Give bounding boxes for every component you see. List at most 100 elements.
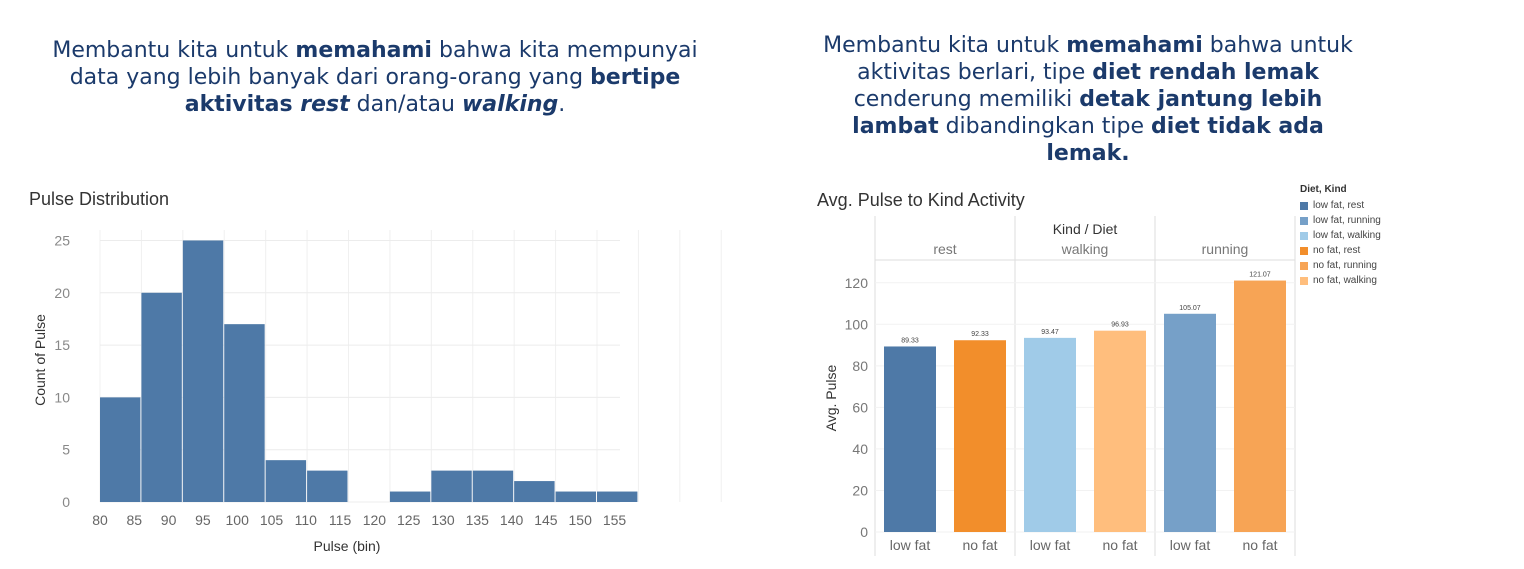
bar-chart-title: Avg. Pulse to Kind Activity	[817, 190, 1025, 210]
y-tick-label: 20	[852, 482, 868, 498]
legend-swatch	[1300, 231, 1308, 240]
legend-item[interactable]: low fat, rest	[1300, 198, 1381, 213]
caption-segment: bahwa kita mempunyai data yang lebih ban…	[69, 38, 698, 90]
histogram-bar	[100, 397, 141, 502]
histogram-bar	[555, 491, 596, 502]
y-tick-label: 120	[845, 275, 869, 291]
x-tick-label: 80	[92, 512, 108, 528]
caption-segment: rest	[300, 92, 350, 117]
caption-segment: memahami	[295, 38, 432, 63]
caption-segment: Membantu kita untuk	[823, 33, 1067, 58]
x-tick-label: 85	[127, 512, 143, 528]
caption-segment: dibandingkan tipe	[938, 114, 1152, 139]
x-tick-label: 90	[161, 512, 177, 528]
legend-label: low fat, rest	[1313, 200, 1365, 211]
x-tick-label: 125	[397, 512, 421, 528]
caption-segment: cenderung memiliki	[853, 87, 1080, 112]
y-tick-label: 25	[54, 232, 70, 248]
legend-swatch	[1300, 261, 1308, 270]
x-tick-label: low fat	[890, 537, 931, 553]
data-label: 89.33	[901, 337, 919, 344]
histogram-title: Pulse Distribution	[29, 189, 170, 209]
histogram-bar	[307, 470, 348, 502]
legend-item[interactable]: low fat, walking	[1300, 228, 1381, 243]
x-tick-label: 100	[226, 512, 250, 528]
caption-segment: diet rendah lemak	[1092, 60, 1319, 85]
x-tick-label: low fat	[1170, 537, 1211, 553]
legend-swatch	[1300, 276, 1308, 285]
bar	[1164, 313, 1216, 532]
y-tick-label: 100	[845, 316, 869, 332]
data-label: 96.93	[1111, 322, 1129, 329]
legend-label: low fat, running	[1313, 215, 1381, 226]
x-tick-label: 115	[329, 512, 352, 528]
histogram-bar	[514, 481, 555, 502]
legend-label: low fat, walking	[1313, 230, 1381, 241]
x-tick-label: 130	[431, 512, 455, 528]
legend-item[interactable]: no fat, rest	[1300, 243, 1381, 258]
data-label: 93.47	[1041, 329, 1059, 336]
histogram-bar	[141, 292, 182, 502]
caption-segment: walking	[461, 92, 559, 117]
y-tick-label: 40	[852, 441, 868, 457]
histogram-bar	[389, 491, 431, 502]
group-label: rest	[933, 241, 956, 257]
data-label: 92.33	[971, 331, 989, 338]
legend-label: no fat, rest	[1313, 245, 1361, 256]
y-tick-label: 15	[54, 337, 70, 353]
legend: Diet, Kind low fat, rest low fat, running…	[1300, 184, 1381, 288]
legend-swatch	[1300, 216, 1308, 225]
caption-segment: bertipe aktivitas	[184, 65, 681, 117]
histogram-bar	[431, 470, 472, 502]
x-tick-label: 145	[534, 512, 558, 528]
legend-swatch	[1300, 201, 1308, 210]
legend-item[interactable]: no fat, running	[1300, 258, 1381, 273]
legend-item[interactable]: no fat, walking	[1300, 273, 1381, 288]
bar	[884, 346, 936, 532]
legend-swatch	[1300, 246, 1308, 255]
x-tick-label: 105	[260, 512, 284, 528]
x-tick-label: no fat	[1102, 537, 1137, 553]
x-tick-label: 120	[363, 512, 387, 528]
legend-label: no fat, walking	[1313, 275, 1377, 286]
x-tick-label: 140	[500, 512, 524, 528]
caption-segment: Membantu kita untuk	[52, 38, 296, 63]
data-label: 105.07	[1179, 305, 1201, 312]
x-tick-label: 135	[466, 512, 490, 528]
x-tick-label: 150	[569, 512, 593, 528]
caption-segment: .	[558, 92, 566, 117]
x-tick-label: no fat	[1242, 537, 1277, 553]
histogram-bar	[265, 460, 307, 502]
histogram-bar	[182, 240, 224, 502]
legend-title: Diet, Kind	[1300, 184, 1347, 195]
x-tick-label: 110	[295, 512, 318, 528]
caption-segment: detak jantung lebih lambat	[852, 87, 1323, 139]
caption-segment: memahami	[1066, 33, 1203, 58]
legend-label: no fat, running	[1313, 260, 1377, 271]
histogram-bar	[472, 470, 514, 502]
data-label: 121.07	[1249, 272, 1271, 279]
caption-segment: diet tidak ada lemak.	[1046, 114, 1324, 166]
caption-left: Membantu kita untuk memahami bahwa kita …	[25, 37, 725, 118]
x-tick-label: 95	[195, 512, 211, 528]
bar	[1024, 337, 1076, 532]
x-axis-label: Pulse (bin)	[314, 538, 381, 554]
x-tick-label: 155	[603, 512, 627, 528]
legend-item[interactable]: low fat, running	[1300, 213, 1381, 228]
caption-segment: dan/atau	[349, 92, 462, 117]
histogram-bar	[224, 324, 265, 502]
y-axis-label: Count of Pulse	[32, 314, 48, 406]
histogram-bar	[597, 491, 638, 502]
bar	[954, 340, 1006, 532]
header-label: Kind / Diet	[1053, 221, 1118, 237]
group-label: walking	[1061, 241, 1109, 257]
y-tick-label: 60	[852, 399, 868, 415]
y-axis-label: Avg. Pulse	[823, 364, 839, 431]
x-tick-label: no fat	[962, 537, 997, 553]
histogram-chart: 0 5 10 15 20 25 80 85 90 95 100 105 110 115 120 125 130 1…	[32, 230, 722, 554]
y-tick-label: 0	[62, 494, 70, 510]
bar	[1094, 330, 1146, 532]
group-label: running	[1202, 241, 1249, 257]
bar	[1234, 280, 1286, 532]
